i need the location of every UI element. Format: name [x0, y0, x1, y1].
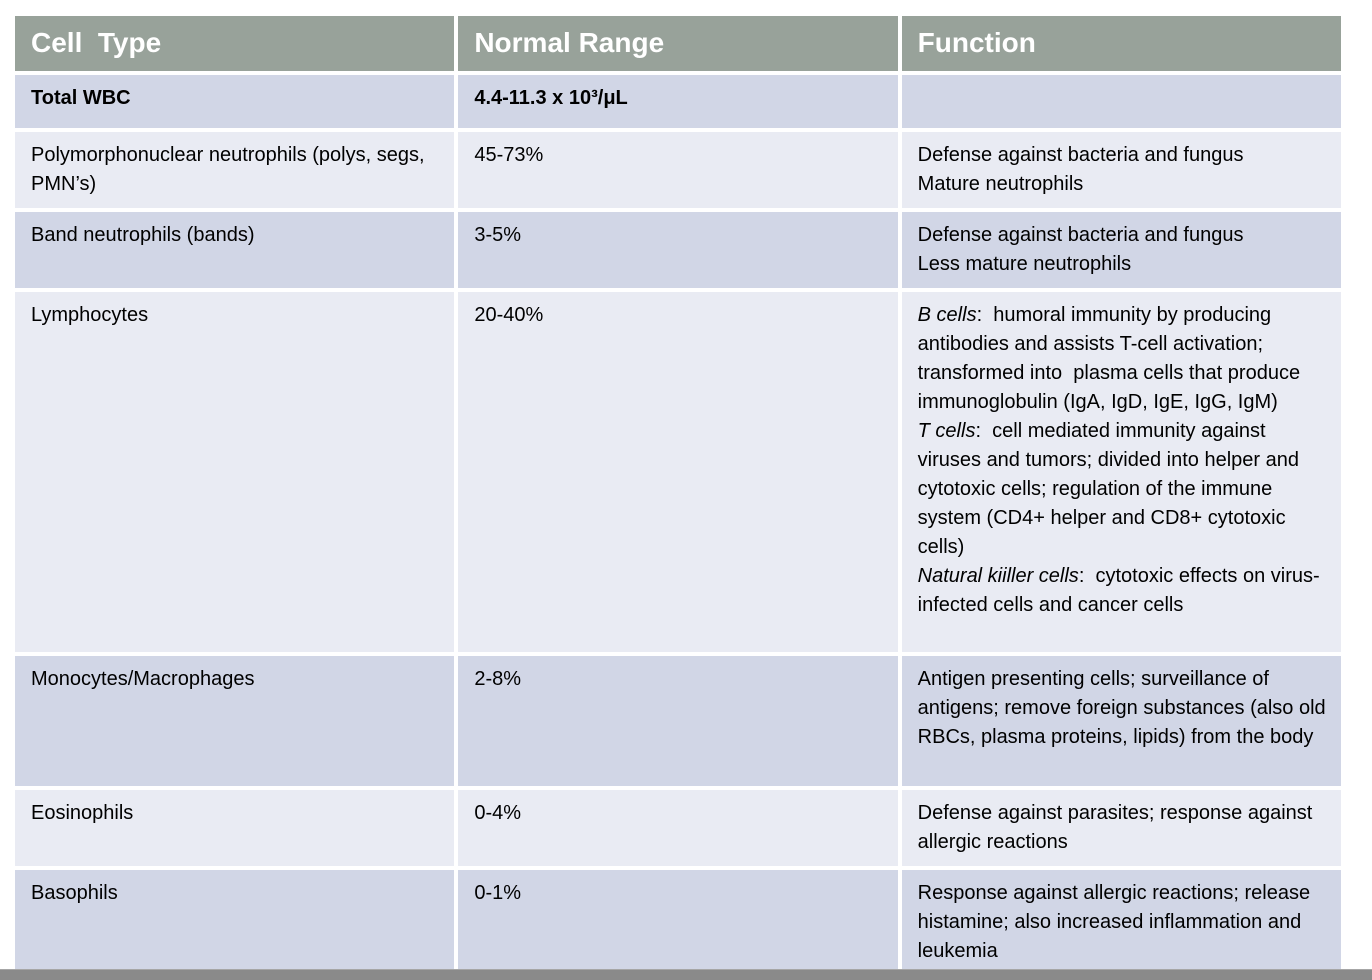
function-text: Mature neutrophils: [918, 170, 1327, 199]
cell-type-cell: Eosinophils: [15, 790, 455, 866]
table-row: Eosinophils 0-4% Defense against parasites…: [15, 790, 1341, 866]
function-text: Defense against parasites; response agai…: [918, 799, 1327, 857]
normal-range-cell: 3-5%: [458, 212, 898, 288]
column-header-cell-type: Cell Type: [15, 16, 455, 71]
normal-range-cell: 0-4%: [458, 790, 898, 866]
table-row: Basophils 0-1% Response against allergic r…: [15, 870, 1341, 975]
function-cell: B cells: humoral immunity by producing a…: [901, 292, 1341, 652]
table-row: Polymorphonuclear neutrophils (polys, se…: [15, 132, 1341, 208]
function-text: B cells: humoral immunity by producing a…: [918, 301, 1327, 417]
function-description: : cell mediated immunity against viruses…: [917, 420, 1305, 558]
normal-range-cell: 20-40%: [458, 292, 898, 652]
table-row: Total WBC 4.4-11.3 x 10³/μL: [15, 75, 1341, 128]
function-description: Defense against parasites; response agai…: [917, 802, 1318, 853]
function-cell: Defense against bacteria and fungus Less …: [901, 212, 1341, 288]
cell-type-cell: Lymphocytes: [15, 292, 455, 652]
function-description: Defense against bacteria and fungus: [917, 144, 1244, 166]
table-body: Total WBC 4.4-11.3 x 10³/μL Polymorphonucl…: [15, 75, 1341, 975]
function-description: Defense against bacteria and fungus: [917, 224, 1244, 246]
function-text: Natural kiiller cells: cytotoxic effects…: [918, 562, 1327, 620]
cell-subtype-label: B cells: [917, 304, 977, 326]
header-row: Cell Type Normal Range Function: [15, 16, 1341, 71]
table-row: Monocytes/Macrophages 2-8% Antigen present…: [15, 656, 1341, 786]
function-description: Mature neutrophils: [917, 173, 1084, 195]
table-row: Lymphocytes 20-40% B cells: humoral immuni…: [15, 292, 1341, 652]
bottom-bar: [0, 969, 1372, 980]
cell-type-cell: Basophils: [15, 870, 455, 975]
function-text: Defense against bacteria and fungus: [918, 221, 1327, 250]
function-description: : humoral immunity by producing antibodi…: [917, 304, 1306, 413]
cell-subtype-label: Natural kiiller cells: [917, 565, 1079, 587]
function-description: Antigen presenting cells; surveillance o…: [917, 668, 1332, 748]
cell-type-cell: Band neutrophils (bands): [15, 212, 455, 288]
wbc-differential-table: Cell Type Normal Range Function Total WB…: [11, 12, 1345, 979]
cell-type-cell: Monocytes/Macrophages: [15, 656, 455, 786]
function-text: Defense against bacteria and fungus: [918, 141, 1327, 170]
column-header-function: Function: [901, 16, 1341, 71]
cell-subtype-label: T cells: [917, 420, 976, 442]
function-cell: Defense against bacteria and fungus Matur…: [901, 132, 1341, 208]
function-text: Antigen presenting cells; surveillance o…: [918, 665, 1327, 752]
column-header-normal-range: Normal Range: [458, 16, 898, 71]
table-row: Band neutrophils (bands) 3-5% Defense agai…: [15, 212, 1341, 288]
function-cell: Defense against parasites; response agai…: [901, 790, 1341, 866]
normal-range-cell: 2-8%: [458, 656, 898, 786]
normal-range-cell: 4.4-11.3 x 10³/μL: [458, 75, 898, 128]
normal-range-cell: 45-73%: [458, 132, 898, 208]
function-cell: Antigen presenting cells; surveillance o…: [901, 656, 1341, 786]
function-description: : cytotoxic effects on virus-infected ce…: [917, 565, 1320, 616]
function-description: Response against allergic reactions; rel…: [917, 882, 1316, 962]
function-cell: Response against allergic reactions; rel…: [901, 870, 1341, 975]
normal-range-cell: 0-1%: [458, 870, 898, 975]
function-text: Response against allergic reactions; rel…: [918, 879, 1327, 966]
function-description: Less mature neutrophils: [917, 253, 1132, 275]
function-text: T cells: cell mediated immunity against …: [918, 417, 1327, 562]
cell-type-cell: Polymorphonuclear neutrophils (polys, se…: [15, 132, 455, 208]
cell-type-cell: Total WBC: [15, 75, 455, 128]
function-text: Less mature neutrophils: [918, 250, 1327, 279]
function-cell: [901, 75, 1341, 128]
